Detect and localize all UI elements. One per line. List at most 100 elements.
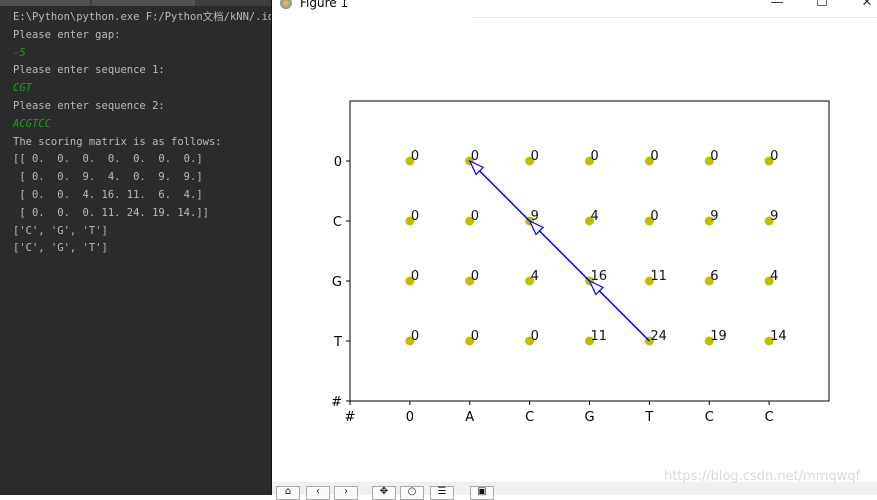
- console-line: E:\Python\python.exe F:/Python文档/kNN/.id: [13, 11, 271, 23]
- save-icon: ▣: [477, 486, 487, 497]
- window-title: Figure 1: [300, 0, 349, 10]
- console-line: [ 0. 0. 9. 4. 0. 9. 9.]: [13, 171, 203, 184]
- point-value-label: 9: [710, 209, 718, 224]
- maximize-button[interactable]: ☐: [816, 0, 828, 10]
- data-point: [704, 336, 714, 346]
- data-point: [704, 276, 714, 286]
- configure-icon: ☰: [437, 486, 447, 497]
- editor-tabs: [0, 0, 271, 6]
- point-value-label: 24: [650, 329, 667, 344]
- point-value-label: 0: [531, 329, 539, 344]
- point-value-label: 0: [770, 149, 778, 164]
- point-value-label: 11: [591, 329, 608, 344]
- data-point: [764, 216, 774, 226]
- point-value-label: 0: [411, 329, 419, 344]
- matplotlib-icon: [280, 0, 292, 9]
- arrow-head: [588, 279, 604, 296]
- forward-button[interactable]: ›: [334, 486, 358, 500]
- close-button[interactable]: ✕: [861, 0, 873, 10]
- y-tick-label: T: [333, 335, 342, 350]
- console-output: E:\Python\python.exe F:/Python文档/kNN/.id…: [13, 9, 271, 258]
- point-value-label: 11: [650, 269, 667, 284]
- back-button[interactable]: ‹: [306, 486, 330, 500]
- point-value-label: 0: [411, 209, 419, 224]
- data-point: [405, 276, 415, 286]
- zoom-icon: ○: [407, 486, 417, 497]
- y-tick-label: #: [331, 395, 342, 410]
- point-value-label: 0: [531, 149, 539, 164]
- console-line: ACGTCC: [13, 117, 51, 130]
- data-point: [644, 276, 654, 286]
- point-value-label: 4: [531, 269, 539, 284]
- title-bar: Figure 1 — ☐ ✕: [272, 0, 877, 16]
- point-value-label: 0: [650, 149, 658, 164]
- pan-button[interactable]: ✥: [372, 486, 396, 500]
- x-tick-label: T: [644, 410, 653, 425]
- data-point: [405, 216, 415, 226]
- data-point: [704, 156, 714, 166]
- divider: [472, 17, 877, 18]
- save-button[interactable]: ▣: [470, 486, 494, 500]
- console-line: -5: [13, 46, 26, 59]
- data-point: [465, 336, 475, 346]
- back-icon: ‹: [316, 486, 320, 497]
- forward-icon: ›: [344, 486, 348, 497]
- console-line: [[ 0. 0. 0. 0. 0. 0. 0.]: [13, 153, 203, 166]
- point-value-label: 0: [471, 269, 479, 284]
- point-value-label: 4: [591, 209, 599, 224]
- data-point: [764, 276, 774, 286]
- data-point: [405, 336, 415, 346]
- x-tick-label: C: [525, 410, 534, 425]
- minimize-button[interactable]: —: [770, 0, 784, 10]
- data-point: [405, 156, 415, 166]
- data-point: [585, 156, 594, 166]
- data-point: [764, 156, 774, 166]
- console-line: Please enter sequence 1:: [13, 64, 165, 77]
- figure-window: Figure 1 — ☐ ✕ #0 A C G T C C 0 C G T #0 0 0 0 0 0 0 0 0 9 4 0…: [271, 0, 877, 500]
- tab[interactable]: [92, 0, 195, 6]
- x-tick-label: C: [765, 410, 774, 425]
- point-value-label: 0: [411, 149, 419, 164]
- data-point: [525, 276, 535, 286]
- point-value-label: 0: [471, 149, 479, 164]
- arrow-head: [468, 159, 485, 176]
- console-line: ['C', 'G', 'T']: [13, 242, 108, 255]
- pan-icon: ✥: [379, 486, 389, 497]
- console-line: The scoring matrix is as follows:: [13, 135, 222, 148]
- data-point: [585, 216, 594, 226]
- data-point: [465, 276, 475, 286]
- x-tick-label: C: [705, 410, 714, 425]
- point-value-label: 4: [770, 269, 778, 284]
- point-value-label: 6: [710, 269, 718, 284]
- console-line: [ 0. 0. 4. 16. 11. 6. 4.]: [13, 188, 203, 201]
- point-value-label: 0: [471, 329, 479, 344]
- data-point: [465, 216, 475, 226]
- x-tick-label: 0: [406, 410, 414, 425]
- point-value-label: 0: [591, 149, 599, 164]
- data-point: [704, 216, 714, 226]
- console-line: Please enter sequence 2:: [13, 99, 165, 112]
- home-button[interactable]: ⌂: [276, 486, 300, 500]
- point-value-label: 19: [710, 329, 727, 344]
- point-value-label: 16: [591, 269, 608, 284]
- x-tick-label: A: [465, 410, 474, 425]
- tab[interactable]: [0, 0, 90, 6]
- plot: #0 A C G T C C 0 C G T #0 0 0 0 0 0 0 0 0 9 4 0 9 9 0 0 4 16 11 6 4 0 0 0 1…: [331, 100, 830, 425]
- console-line: [ 0. 0. 0. 11. 24. 19. 14.]]: [13, 206, 209, 219]
- console-line: CGT: [13, 82, 32, 95]
- plot-frame: [349, 100, 830, 402]
- point-value-label: 0: [650, 209, 658, 224]
- home-icon: ⌂: [284, 486, 292, 497]
- data-point: [525, 156, 535, 166]
- data-point: [525, 336, 535, 346]
- point-value-label: 9: [531, 209, 539, 224]
- watermark: https://blog.csdn.net/mmqwqf: [664, 469, 861, 484]
- console-line: ['C', 'G', 'T']: [13, 224, 108, 237]
- data-point: [764, 336, 774, 346]
- console-panel: E:\Python\python.exe F:/Python文档/kNN/.id…: [0, 0, 271, 495]
- configure-button[interactable]: ☰: [430, 486, 454, 500]
- point-value-label: 9: [770, 209, 778, 224]
- data-point: [585, 336, 594, 346]
- zoom-button[interactable]: ○: [400, 486, 424, 500]
- data-point: [644, 156, 654, 166]
